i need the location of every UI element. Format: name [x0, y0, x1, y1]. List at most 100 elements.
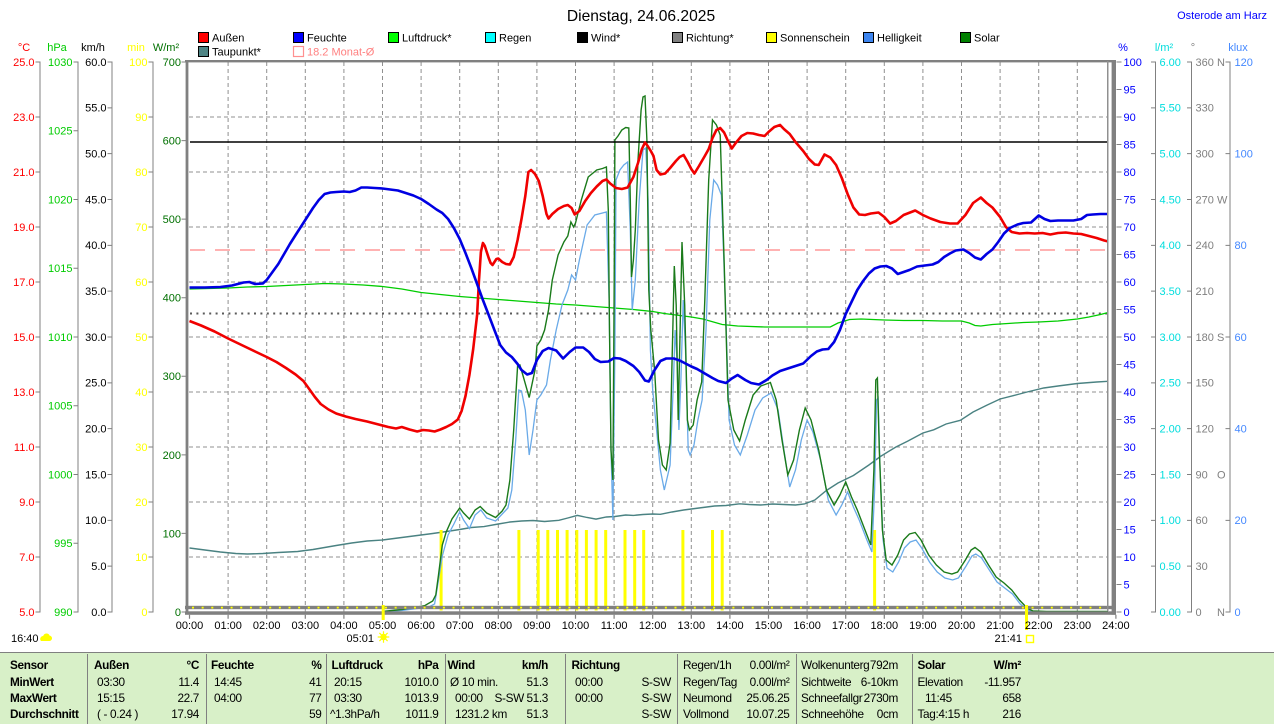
svg-text:Luftdruck*: Luftdruck*	[402, 33, 452, 45]
svg-text:05:00: 05:00	[369, 620, 397, 632]
svg-text:10:00: 10:00	[562, 620, 590, 632]
svg-text:990: 990	[54, 607, 72, 619]
svg-text:2.00: 2.00	[1160, 424, 1181, 436]
svg-text:17:00: 17:00	[832, 620, 860, 632]
svg-text:700: 700	[163, 57, 181, 69]
svg-text:60: 60	[1196, 515, 1208, 527]
svg-text:75: 75	[1124, 194, 1136, 206]
svg-text:1020: 1020	[48, 194, 72, 206]
svg-text:0: 0	[1196, 607, 1202, 619]
svg-text:Solar: Solar	[974, 33, 1000, 45]
svg-text:5.0: 5.0	[91, 561, 106, 573]
svg-text:15.0: 15.0	[85, 469, 106, 481]
svg-text:55: 55	[1124, 304, 1136, 316]
svg-text:55.0: 55.0	[85, 103, 106, 115]
svg-text:1030: 1030	[48, 57, 72, 69]
svg-text:60.0: 60.0	[85, 57, 106, 69]
svg-text:10: 10	[135, 552, 147, 564]
svg-text:0: 0	[1124, 607, 1130, 619]
svg-text:l/m²: l/m²	[1155, 42, 1174, 54]
svg-text:1025: 1025	[48, 126, 72, 138]
svg-text:05:01: 05:01	[346, 633, 374, 645]
svg-text:600: 600	[163, 136, 181, 148]
svg-text:270: 270	[1196, 194, 1214, 206]
svg-text:0.00: 0.00	[1160, 607, 1181, 619]
svg-text:1000: 1000	[48, 469, 72, 481]
svg-text:10.0: 10.0	[85, 515, 106, 527]
svg-text:Regen: Regen	[499, 33, 531, 45]
svg-text:30: 30	[1124, 442, 1136, 454]
svg-text:°C: °C	[18, 42, 30, 54]
svg-text:1015: 1015	[48, 263, 72, 275]
svg-text:3.00: 3.00	[1160, 332, 1181, 344]
svg-text:30: 30	[1196, 561, 1208, 573]
svg-text:08:00: 08:00	[485, 620, 513, 632]
svg-text:00:00: 00:00	[176, 620, 204, 632]
svg-text:17.0: 17.0	[13, 277, 34, 289]
svg-text:20:00: 20:00	[948, 620, 976, 632]
svg-text:19:00: 19:00	[909, 620, 937, 632]
svg-text:1010: 1010	[48, 332, 72, 344]
svg-text:23.0: 23.0	[13, 112, 34, 124]
svg-text:100: 100	[129, 57, 147, 69]
svg-text:0.0: 0.0	[91, 607, 106, 619]
svg-text:25: 25	[1124, 469, 1136, 481]
svg-text:300: 300	[1196, 149, 1214, 161]
svg-text:80: 80	[1124, 167, 1136, 179]
svg-text:2.50: 2.50	[1160, 378, 1181, 390]
svg-text:5.00: 5.00	[1160, 149, 1181, 161]
svg-text:Richtung*: Richtung*	[686, 33, 734, 45]
svg-text:Taupunkt*: Taupunkt*	[212, 47, 262, 59]
svg-text:100: 100	[1235, 149, 1253, 161]
svg-text:0: 0	[1235, 607, 1241, 619]
svg-text:N: N	[1217, 607, 1225, 619]
svg-text:6.00: 6.00	[1160, 57, 1181, 69]
svg-text:12:00: 12:00	[639, 620, 667, 632]
svg-text:60: 60	[135, 277, 147, 289]
svg-text:80: 80	[135, 167, 147, 179]
svg-text:24:00: 24:00	[1102, 620, 1130, 632]
svg-text:90: 90	[1196, 469, 1208, 481]
svg-text:40: 40	[135, 387, 147, 399]
svg-text:1.00: 1.00	[1160, 515, 1181, 527]
svg-text:40: 40	[1124, 387, 1136, 399]
svg-text:60: 60	[1235, 332, 1247, 344]
svg-text:22:00: 22:00	[1025, 620, 1053, 632]
svg-text:Außen: Außen	[212, 33, 244, 45]
svg-text:06:00: 06:00	[407, 620, 435, 632]
svg-text:02:00: 02:00	[253, 620, 281, 632]
svg-text:45.0: 45.0	[85, 194, 106, 206]
svg-text:10: 10	[1124, 552, 1136, 564]
svg-text:O: O	[1217, 469, 1226, 481]
svg-text:Sonnenschein: Sonnenschein	[780, 33, 850, 45]
svg-text:400: 400	[163, 293, 181, 305]
svg-text:23:00: 23:00	[1064, 620, 1092, 632]
svg-text:Feuchte: Feuchte	[307, 33, 347, 45]
svg-text:5: 5	[1124, 579, 1130, 591]
svg-text:07:00: 07:00	[446, 620, 474, 632]
svg-text:13.0: 13.0	[13, 387, 34, 399]
svg-text:klux: klux	[1228, 42, 1248, 54]
svg-text:120: 120	[1235, 57, 1253, 69]
svg-text:min: min	[127, 42, 145, 54]
svg-text:500: 500	[163, 214, 181, 226]
svg-text:60: 60	[1124, 277, 1136, 289]
svg-text:20: 20	[135, 497, 147, 509]
svg-text:45: 45	[1124, 359, 1136, 371]
svg-text:21:41: 21:41	[994, 633, 1022, 645]
svg-text:35: 35	[1124, 414, 1136, 426]
svg-text:W/m²: W/m²	[153, 42, 180, 54]
svg-text:360: 360	[1196, 57, 1214, 69]
svg-text:40: 40	[1235, 424, 1247, 436]
svg-text:5.50: 5.50	[1160, 103, 1181, 115]
svg-text:0: 0	[141, 607, 147, 619]
svg-text:90: 90	[135, 112, 147, 124]
svg-text:11.0: 11.0	[14, 442, 35, 454]
svg-text:25.0: 25.0	[13, 57, 34, 69]
svg-text:04:00: 04:00	[330, 620, 358, 632]
svg-text:90: 90	[1124, 112, 1136, 124]
svg-text:09:00: 09:00	[523, 620, 551, 632]
svg-text:80: 80	[1235, 240, 1247, 252]
svg-text:km/h: km/h	[81, 42, 105, 54]
svg-text:11:00: 11:00	[601, 620, 628, 632]
